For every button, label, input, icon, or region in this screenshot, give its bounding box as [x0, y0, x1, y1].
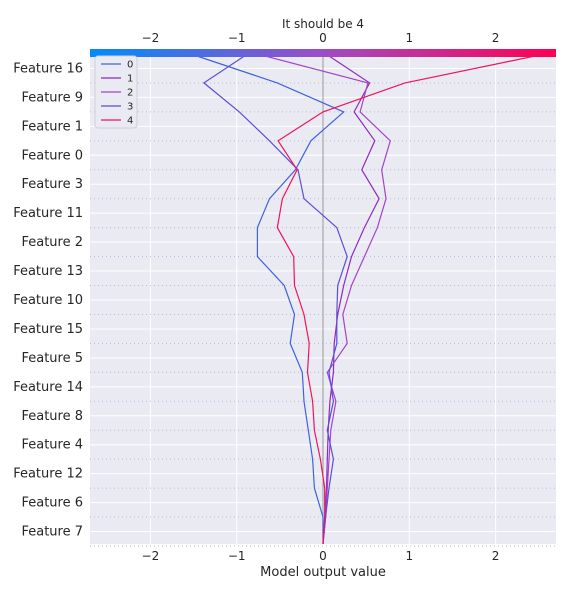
top-tick-label: 0 [319, 31, 327, 45]
feature-label: Feature 9 [21, 90, 83, 105]
top-tick-label: 1 [405, 31, 413, 45]
feature-label: Feature 12 [13, 467, 83, 482]
feature-label: Feature 2 [21, 235, 83, 250]
series-line-1 [322, 51, 380, 545]
legend-entry: 0 [127, 60, 133, 71]
bottom-tick-label: 1 [405, 549, 413, 563]
feature-label: Feature 1 [21, 119, 83, 134]
legend-entry: 4 [127, 116, 133, 127]
series-line-3 [202, 51, 348, 545]
top-tick-label: −1 [228, 31, 246, 45]
feature-label: Feature 7 [21, 525, 83, 540]
feature-label: Feature 14 [13, 380, 83, 395]
series-line-2 [249, 51, 391, 545]
series-line-4 [276, 51, 555, 545]
top-tick-label: 2 [492, 31, 500, 45]
feature-label: Feature 0 [21, 148, 83, 163]
feature-label: Feature 15 [13, 322, 83, 337]
feature-labels: Feature 16 Feature 9 Feature 1 Feature 0 Fea… [13, 61, 83, 539]
legend-entry: 2 [127, 88, 133, 99]
colorbar [90, 49, 556, 57]
feature-label: Feature 8 [21, 409, 83, 424]
feature-label: Feature 4 [21, 438, 83, 453]
top-tick-label: −2 [142, 31, 160, 45]
x-axis-label: Model output value [260, 565, 386, 580]
top-axis-ticks: −2 −1 0 1 2 [142, 31, 500, 45]
bottom-tick-label: −2 [142, 549, 160, 563]
legend-entry: 3 [127, 102, 133, 113]
legend: 0 1 2 3 4 [94, 55, 138, 129]
feature-label: Feature 16 [13, 61, 83, 76]
bottom-tick-label: 2 [492, 549, 500, 563]
chart-title: It should be 4 [282, 17, 364, 31]
bottom-tick-label: 0 [319, 549, 327, 563]
feature-label: Feature 13 [13, 264, 83, 279]
feature-label: Feature 10 [13, 293, 83, 308]
legend-entry: 1 [127, 74, 133, 85]
series-lines [184, 51, 555, 545]
bottom-axis-ticks: −2 −1 0 1 2 [142, 549, 500, 563]
feature-label: Feature 3 [21, 177, 83, 192]
feature-label: Feature 5 [21, 351, 83, 366]
series-line-0 [184, 51, 345, 544]
feature-label: Feature 6 [21, 496, 83, 511]
feature-label: Feature 11 [13, 206, 83, 221]
bottom-tick-label: −1 [228, 549, 246, 563]
